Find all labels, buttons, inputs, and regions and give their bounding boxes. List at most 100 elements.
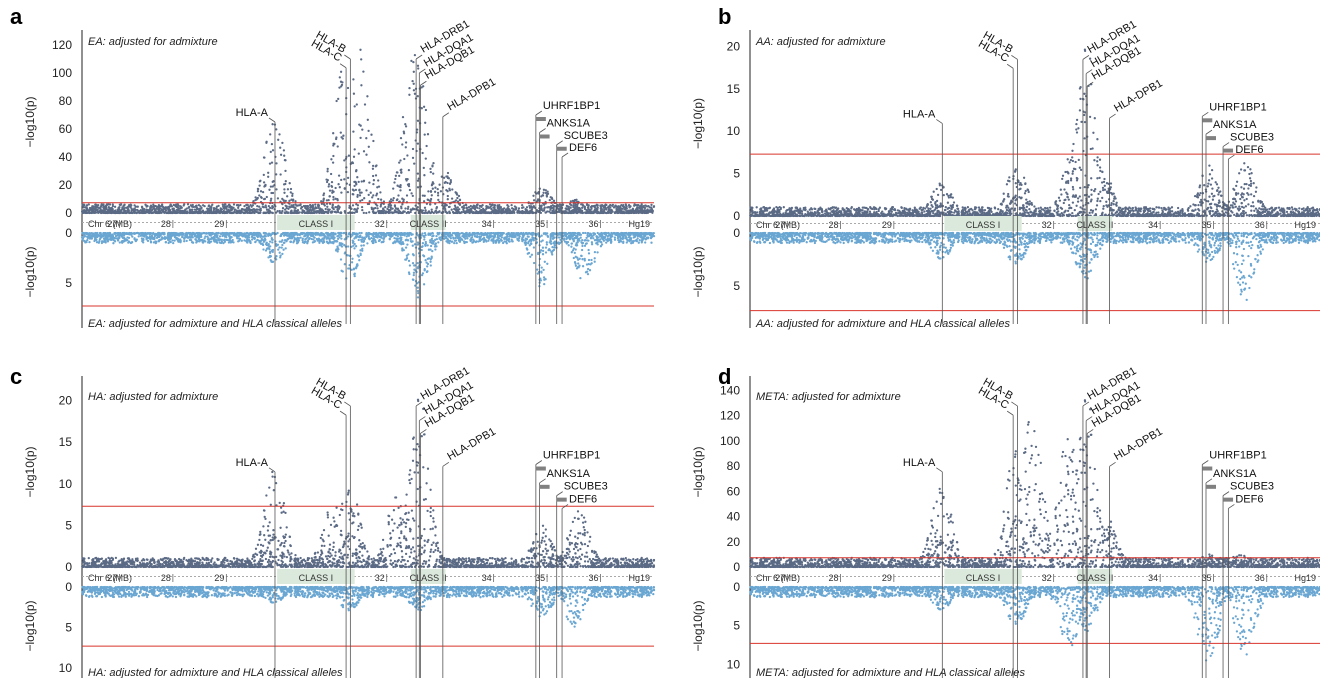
top-point xyxy=(613,206,615,208)
top-point xyxy=(551,211,553,213)
top-point xyxy=(100,204,102,206)
top-point xyxy=(210,207,212,209)
top-point xyxy=(173,209,175,211)
bottom-point xyxy=(526,247,528,249)
bottom-point xyxy=(603,240,605,242)
top-point xyxy=(375,174,377,176)
top-point xyxy=(398,161,400,163)
top-point xyxy=(417,186,419,188)
top-point xyxy=(340,191,342,193)
bottom-point xyxy=(232,239,234,241)
top-point xyxy=(181,212,183,214)
bottom-point xyxy=(641,240,643,242)
top-point xyxy=(454,212,456,214)
top-point xyxy=(271,207,273,209)
top-point xyxy=(432,162,434,164)
top-point xyxy=(325,211,327,213)
top-point xyxy=(352,193,354,195)
top-point xyxy=(339,186,341,188)
top-point xyxy=(158,207,160,209)
top-point xyxy=(289,206,291,208)
top-point xyxy=(470,208,472,210)
bottom-point xyxy=(524,242,526,244)
bottom-point xyxy=(337,247,339,249)
top-point xyxy=(358,152,360,154)
top-point xyxy=(311,212,313,214)
bottom-point xyxy=(278,246,280,248)
top-point xyxy=(440,190,442,192)
top-point xyxy=(577,208,579,210)
top-point xyxy=(393,181,395,183)
bottom-point xyxy=(401,249,403,251)
bottom-point xyxy=(190,237,192,239)
top-point xyxy=(118,206,120,208)
bottom-point xyxy=(266,242,268,244)
top-point xyxy=(260,196,262,198)
top-point xyxy=(217,205,219,207)
top-point xyxy=(83,206,85,208)
top-point xyxy=(312,205,314,207)
top-point xyxy=(187,207,189,209)
y-tick-label-bottom: 0 xyxy=(65,226,72,240)
bottom-point xyxy=(167,239,169,241)
bottom-point xyxy=(527,253,529,255)
bottom-point xyxy=(167,234,169,236)
top-point xyxy=(430,191,432,193)
bottom-point xyxy=(424,232,426,234)
top-point xyxy=(413,71,415,73)
top-point xyxy=(361,199,363,201)
top-point xyxy=(501,208,503,210)
top-point xyxy=(114,212,116,214)
top-point xyxy=(272,149,274,151)
bottom-point xyxy=(553,246,555,248)
top-point xyxy=(405,146,407,148)
top-point xyxy=(343,159,345,161)
top-point xyxy=(196,208,198,210)
top-point xyxy=(372,140,374,142)
top-point xyxy=(344,187,346,189)
top-point xyxy=(353,181,355,183)
top-point xyxy=(353,156,355,158)
bottom-point xyxy=(126,239,128,241)
bottom-point xyxy=(546,263,548,265)
bottom-point xyxy=(611,233,613,235)
bottom-point xyxy=(607,232,609,234)
top-point xyxy=(270,198,272,200)
top-point xyxy=(327,168,329,170)
top-point xyxy=(515,206,517,208)
bottom-point xyxy=(626,238,628,240)
top-point xyxy=(414,54,416,56)
top-point xyxy=(446,182,448,184)
bottom-point xyxy=(422,272,424,274)
top-point xyxy=(328,183,330,185)
bottom-point xyxy=(521,240,523,242)
bottom-point xyxy=(318,242,320,244)
bottom-point xyxy=(118,236,120,238)
bottom-point xyxy=(150,241,152,243)
top-point xyxy=(417,120,419,122)
bottom-point xyxy=(227,239,229,241)
top-point xyxy=(400,168,402,170)
top-point xyxy=(244,211,246,213)
top-point xyxy=(340,211,342,213)
top-point xyxy=(434,191,436,193)
bottom-point xyxy=(270,255,272,257)
top-point xyxy=(368,211,370,213)
top-point xyxy=(363,150,365,152)
top-point xyxy=(100,212,102,214)
top-point xyxy=(391,211,393,213)
bottom-point xyxy=(201,232,203,234)
top-point xyxy=(493,207,495,209)
top-point xyxy=(605,208,607,210)
top-point xyxy=(275,162,277,164)
bottom-point xyxy=(203,237,205,239)
bottom-point xyxy=(282,249,284,251)
bottom-point xyxy=(213,236,215,238)
bottom-point xyxy=(173,239,175,241)
bottom-point xyxy=(547,249,549,251)
top-point xyxy=(271,161,273,163)
bottom-point xyxy=(501,236,503,238)
top-point xyxy=(401,143,403,145)
top-point xyxy=(599,212,601,214)
bottom-point xyxy=(541,266,543,268)
